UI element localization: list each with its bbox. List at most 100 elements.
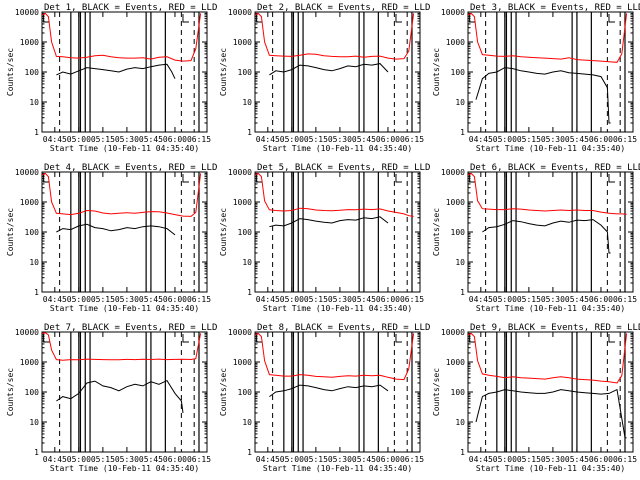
x-tick-label: 05:00: [67, 455, 91, 464]
x-tick-label: 06:15: [400, 295, 424, 304]
events-series-line: [56, 223, 176, 236]
x-tick-label: 05:45: [352, 455, 376, 464]
y-tick-label: 10: [455, 98, 465, 107]
plot-data: [255, 12, 415, 132]
y-tick-label: 1000: [20, 358, 39, 367]
y-tick-label: 10000: [228, 168, 252, 177]
x-tick-label: 06:00: [589, 135, 613, 144]
x-tick-label: 05:30: [541, 295, 565, 304]
x-tick-label: 05:30: [328, 295, 352, 304]
saturation-mark: [395, 334, 402, 343]
x-tick-label: 06:00: [376, 295, 400, 304]
x-tick-label: 04:45: [469, 295, 493, 304]
events-series-line: [56, 63, 176, 79]
y-tick-label: 1: [34, 448, 39, 457]
panel-title: Det 9, BLACK = Events, RED = LLD: [470, 323, 640, 333]
panel-title: Det 8, BLACK = Events, RED = LLD: [257, 323, 430, 333]
x-tick-label: 05:45: [139, 295, 163, 304]
panel-title: Det 7, BLACK = Events, RED = LLD: [44, 323, 217, 333]
y-axis-label: Counts/sec: [6, 368, 15, 416]
panel-4: Det 4, BLACK = Events, RED = LLD 1 10 100 10…: [6, 163, 217, 313]
panel-3: Det 3, BLACK = Events, RED = LLD 1 10 100 10…: [432, 3, 640, 153]
x-axis-label: Start Time (10-Feb-11 04:35:40): [263, 304, 412, 313]
x-tick-label: 05:15: [517, 455, 541, 464]
y-tick-label: 10000: [15, 8, 39, 17]
x-tick-label: 06:15: [613, 295, 637, 304]
y-axis-label: Counts/sec: [219, 208, 228, 256]
y-tick-label: 100: [451, 388, 466, 397]
y-tick-label: 100: [238, 228, 253, 237]
y-tick-label: 10: [29, 98, 39, 107]
x-axis-label: Start Time (10-Feb-11 04:35:40): [50, 304, 199, 313]
events-series-line: [269, 384, 389, 398]
lld-series-line: [468, 12, 628, 63]
x-tick-label: 06:00: [589, 455, 613, 464]
plot-data: [468, 12, 628, 132]
plot-data: [42, 12, 202, 132]
y-tick-label: 10000: [441, 8, 465, 17]
x-tick-label: 05:45: [139, 455, 163, 464]
y-tick-label: 1000: [446, 198, 465, 207]
y-tick-label: 100: [451, 68, 466, 77]
panel-title: Det 3, BLACK = Events, RED = LLD: [470, 3, 640, 13]
y-tick-label: 10: [455, 258, 465, 267]
y-tick-label: 1000: [233, 198, 252, 207]
x-tick-label: 05:45: [565, 295, 589, 304]
x-tick-label: 05:15: [517, 135, 541, 144]
y-tick-label: 100: [238, 388, 253, 397]
x-axis-label: Start Time (10-Feb-11 04:35:40): [50, 464, 199, 473]
plot-data: [42, 332, 202, 452]
x-tick-label: 05:15: [91, 455, 115, 464]
y-axis-label: Counts/sec: [219, 48, 228, 96]
x-tick-label: 05:45: [565, 135, 589, 144]
saturation-mark: [469, 14, 476, 23]
events-series-line: [482, 219, 611, 254]
x-axis-label: Start Time (10-Feb-11 04:35:40): [476, 464, 625, 473]
saturation-mark: [182, 14, 189, 23]
y-tick-label: 10: [29, 258, 39, 267]
x-tick-label: 06:00: [589, 295, 613, 304]
y-axis-label: Counts/sec: [219, 368, 228, 416]
y-tick-label: 1: [247, 128, 252, 137]
events-series-line: [269, 63, 389, 76]
panel-title: Det 4, BLACK = Events, RED = LLD: [44, 163, 217, 173]
x-tick-label: 05:15: [304, 295, 328, 304]
x-tick-label: 06:00: [163, 295, 187, 304]
x-tick-label: 05:15: [517, 295, 541, 304]
y-tick-label: 1: [460, 128, 465, 137]
plot-data: [468, 172, 627, 292]
x-tick-label: 06:00: [376, 135, 400, 144]
lld-series-line: [468, 332, 628, 384]
y-axis-label: Counts/sec: [432, 208, 441, 256]
plot-data: [468, 332, 628, 452]
x-axis-label: Start Time (10-Feb-11 04:35:40): [476, 304, 625, 313]
y-tick-label: 1: [247, 448, 252, 457]
x-tick-label: 05:15: [91, 135, 115, 144]
x-tick-label: 05:30: [115, 455, 139, 464]
x-tick-label: 05:30: [541, 455, 565, 464]
lld-series-line: [468, 172, 627, 215]
y-tick-label: 1: [34, 128, 39, 137]
y-tick-label: 1: [247, 288, 252, 297]
y-tick-label: 1000: [233, 358, 252, 367]
x-tick-label: 06:00: [163, 455, 187, 464]
y-tick-label: 10000: [228, 328, 252, 337]
saturation-mark: [395, 174, 402, 183]
panel-1: Det 1, BLACK = Events, RED = LLD 1 10 100 10…: [6, 3, 217, 153]
y-tick-label: 10000: [228, 8, 252, 17]
lld-series-line: [255, 12, 415, 60]
y-tick-label: 100: [238, 68, 253, 77]
events-series-line: [475, 67, 611, 124]
x-tick-label: 04:45: [256, 295, 280, 304]
saturation-mark: [43, 334, 50, 343]
x-tick-label: 04:45: [43, 455, 67, 464]
x-tick-label: 05:15: [304, 135, 328, 144]
saturation-mark: [256, 334, 263, 343]
x-tick-label: 06:15: [400, 135, 424, 144]
x-tick-label: 05:30: [115, 295, 139, 304]
events-series-line: [475, 388, 627, 439]
x-tick-label: 06:15: [187, 135, 211, 144]
saturation-mark: [182, 174, 189, 183]
